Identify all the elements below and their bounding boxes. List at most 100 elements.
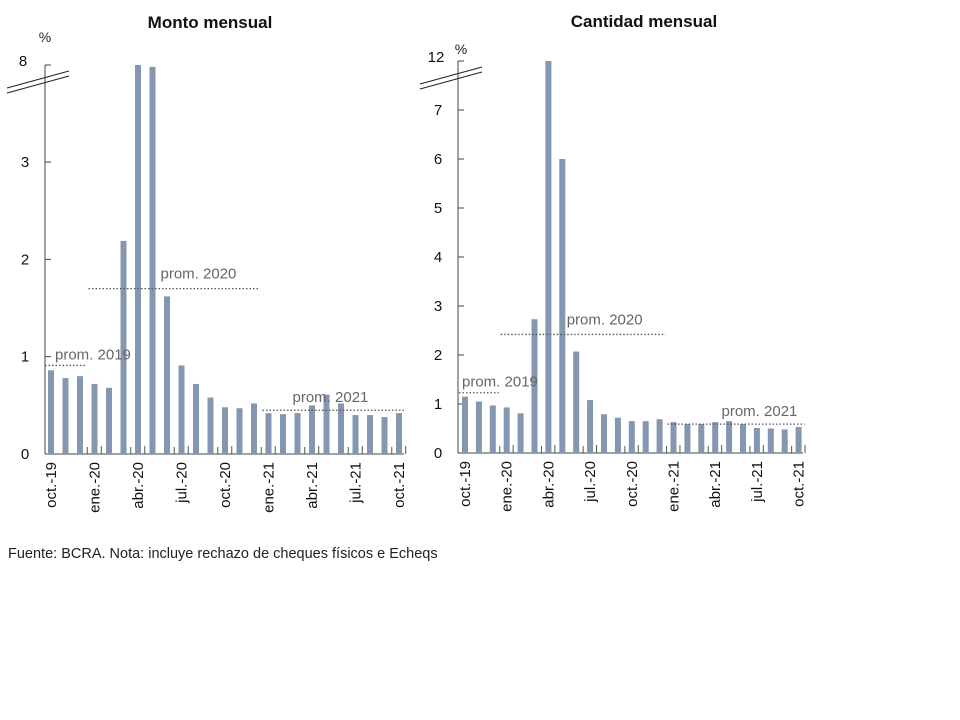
- x-tick-label: jul.-21: [749, 461, 766, 503]
- y-tick-label: 4: [434, 249, 442, 266]
- x-tick-label: oct.-19: [457, 461, 474, 507]
- bar-abr.-20: [135, 65, 141, 454]
- y-tick-label: 0: [21, 446, 29, 463]
- x-tick-label: jul.-21: [348, 462, 365, 504]
- average-label: prom. 2021: [293, 389, 369, 406]
- bar-dic.-20: [656, 419, 663, 453]
- bar-abr.-21: [712, 422, 719, 453]
- bar-feb.-20: [517, 413, 524, 453]
- axis-break-mark: [419, 71, 483, 90]
- bar-oct.-21: [795, 427, 802, 453]
- y-tick-label: 3: [21, 154, 29, 171]
- bar-mar.-21: [698, 424, 705, 453]
- bar-ene.-21: [265, 413, 272, 454]
- y-tick-label: 0: [434, 445, 442, 462]
- x-tick-label: oct.-21: [791, 461, 808, 507]
- x-tick-label: oct.-21: [391, 462, 408, 508]
- bar-dic.-19: [77, 376, 83, 454]
- bar-jul.-21: [753, 428, 760, 453]
- bar-sep.-20: [614, 417, 621, 453]
- y-tick-label: 3: [434, 298, 442, 315]
- bar-oct.-19: [48, 370, 54, 454]
- y-tick-label: 5: [434, 200, 442, 217]
- average-label: prom. 2021: [722, 403, 798, 420]
- bar-jun.-21: [338, 403, 344, 454]
- axis-break-mark: [6, 75, 70, 94]
- chart-title: Cantidad mensual: [571, 12, 717, 31]
- bar-ene.-20: [503, 407, 510, 453]
- bar-nov.-20: [236, 408, 243, 454]
- bar-jun.-20: [164, 296, 170, 454]
- bar-ene.-21: [670, 422, 677, 453]
- bar-ago.-20: [193, 383, 199, 454]
- y-tick-label: 1: [21, 349, 29, 366]
- y-unit-label: %: [39, 29, 51, 45]
- axis-break-mark: [419, 66, 483, 85]
- bar-may.-20: [149, 66, 156, 454]
- y-tick-label: 1: [434, 396, 442, 413]
- average-label: prom. 2019: [55, 346, 131, 363]
- y-tick-label: 2: [21, 251, 29, 268]
- bar-dic.-20: [251, 403, 257, 454]
- bar-feb.-20: [106, 387, 112, 454]
- x-tick-label: abr.-21: [304, 462, 321, 509]
- monto-mensual-chart: Monto mensual% 0 1 2 3 8 oct.-19 ene.-20 abr.-20…: [6, 13, 408, 513]
- bar-nov.-19: [62, 378, 69, 454]
- bar-oct.-20: [628, 421, 635, 453]
- average-label: prom. 2020: [161, 266, 237, 283]
- bar-oct.-19: [462, 396, 468, 453]
- bar-jul.-20: [178, 365, 185, 454]
- y-tick-label: 2: [434, 347, 442, 364]
- x-tick-label: ene.-21: [666, 461, 683, 512]
- bar-feb.-21: [280, 414, 286, 454]
- bar-ago.-21: [767, 428, 774, 453]
- axis-break-mark: [6, 70, 70, 89]
- bar-sep.-21: [381, 417, 388, 454]
- x-tick-label: abr.-21: [707, 461, 724, 508]
- y-tick-label: 6: [434, 151, 442, 168]
- bar-jun.-20: [573, 351, 580, 453]
- x-tick-label: oct.-20: [217, 462, 234, 508]
- x-tick-label: abr.-20: [130, 462, 147, 509]
- bar-oct.-21: [396, 413, 402, 454]
- bar-abr.-21: [309, 405, 315, 454]
- bar-mar.-21: [294, 413, 301, 454]
- x-tick-label: ene.-20: [87, 462, 104, 513]
- bar-ago.-21: [367, 415, 373, 454]
- average-label: prom. 2019: [462, 374, 538, 391]
- bar-sep.-21: [781, 429, 788, 453]
- bar-jul.-20: [587, 400, 594, 453]
- x-tick-label: jul.-20: [582, 461, 599, 503]
- x-tick-label: abr.-20: [540, 461, 557, 508]
- y-tick-label-break: 8: [19, 53, 27, 70]
- bar-jul.-21: [352, 415, 359, 454]
- bar-feb.-21: [684, 424, 691, 453]
- y-tick-label-break: 12: [428, 49, 445, 66]
- bar-may.-21: [726, 421, 733, 453]
- x-tick-label: ene.-21: [261, 462, 278, 513]
- bar-abr.-20: [545, 61, 552, 453]
- bar-ago.-20: [601, 414, 607, 453]
- bar-nov.-19: [475, 401, 482, 453]
- bar-may.-21: [323, 394, 330, 454]
- x-tick-label: jul.-20: [174, 462, 191, 504]
- bar-dic.-19: [489, 405, 496, 453]
- x-tick-label: oct.-20: [624, 461, 641, 507]
- chart-title: Monto mensual: [148, 13, 273, 32]
- average-label: prom. 2020: [567, 311, 643, 328]
- bar-sep.-20: [207, 397, 214, 454]
- bar-ene.-20: [91, 383, 98, 454]
- bar-mar.-20: [531, 319, 538, 453]
- source-note: Fuente: BCRA. Nota: incluye rechazo de c…: [8, 546, 438, 562]
- bar-mar.-20: [120, 240, 127, 454]
- y-tick-label: 7: [434, 102, 442, 119]
- bar-oct.-20: [222, 407, 228, 454]
- x-tick-label: oct.-19: [43, 462, 60, 508]
- bar-jun.-21: [740, 424, 746, 453]
- bar-may.-20: [559, 159, 566, 453]
- bar-nov.-20: [642, 421, 649, 453]
- y-unit-label: %: [455, 41, 467, 57]
- x-tick-label: ene.-20: [499, 461, 516, 512]
